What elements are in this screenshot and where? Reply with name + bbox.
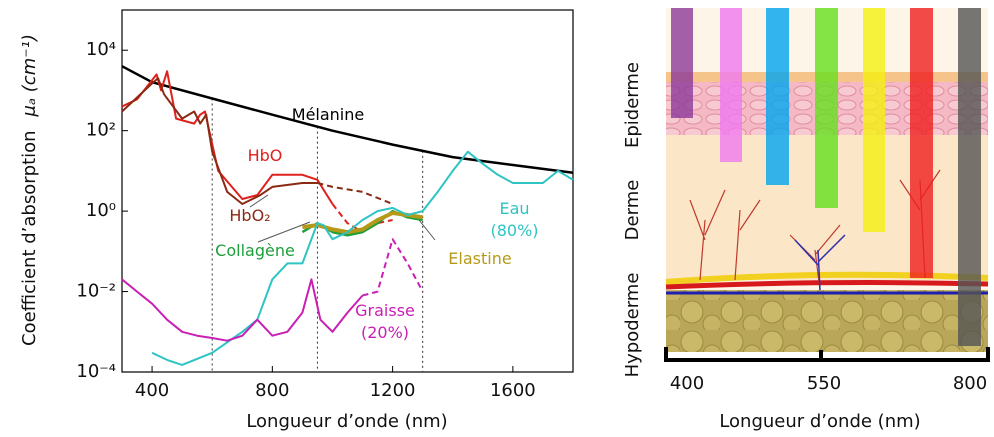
y-tick-label: 10⁻²	[76, 281, 116, 302]
series-label: Mélanine	[291, 105, 365, 124]
vessel	[665, 271, 989, 285]
layer-label: Hypoderme	[622, 273, 643, 378]
bar-gray	[958, 8, 981, 346]
plot-frame	[121, 9, 574, 373]
y-tick-label: 10⁴	[86, 39, 116, 60]
scale-label: 550	[807, 373, 841, 394]
x-tick-label: 1600	[490, 380, 536, 401]
x-tick-label: 800	[255, 380, 289, 401]
series-label: Graisse (20%)	[355, 301, 415, 342]
scale-bar	[664, 347, 990, 362]
hypodermis	[666, 290, 988, 352]
x-axis-label: Longueur d’onde (nm)	[719, 411, 920, 432]
series-label: Collagène	[215, 241, 295, 260]
series-line	[121, 278, 364, 342]
y-tick-label: 10²	[86, 120, 116, 141]
bar-blue	[766, 8, 789, 185]
scale-label: 800	[953, 373, 987, 394]
y-tick-label: 10⁻⁴	[76, 361, 116, 382]
x-tick-label: 400	[135, 380, 169, 401]
scale-label: 400	[670, 373, 704, 394]
series-label: Eau (80%)	[490, 199, 539, 240]
y-label-text: Coefficient d’absorption	[19, 130, 40, 346]
x-axis-label: Longueur d’onde (nm)	[246, 411, 447, 432]
series-line	[317, 182, 393, 205]
bar-red	[910, 8, 933, 278]
bar-pink	[720, 8, 742, 162]
series-line	[121, 65, 574, 174]
series-line	[151, 150, 574, 366]
light-bars	[671, 8, 981, 346]
venules	[794, 234, 846, 291]
series-line	[362, 238, 424, 297]
bar-violet	[671, 8, 693, 118]
artery	[665, 280, 989, 290]
series-line	[302, 211, 424, 235]
skin-diagram: 400 550 800 Longueur d’onde (nm) Epiderm…	[622, 8, 990, 432]
series-line	[121, 77, 318, 205]
x-tick-label: 1200	[370, 380, 416, 401]
series-label: Elastine	[448, 249, 512, 268]
y-axis-label: Coefficient d’absorption μₐ (cm⁻¹)	[19, 34, 40, 346]
y-tick-label: 10⁰	[86, 200, 116, 221]
layer-label: Epiderme	[622, 62, 643, 148]
layer-label: Derme	[622, 180, 643, 241]
bar-green	[815, 8, 838, 208]
series-label: HbO₂	[229, 206, 271, 225]
series-label: HbO	[247, 146, 283, 165]
bar-yellow	[863, 8, 885, 232]
y-unit: μₐ (cm⁻¹)	[19, 34, 40, 117]
